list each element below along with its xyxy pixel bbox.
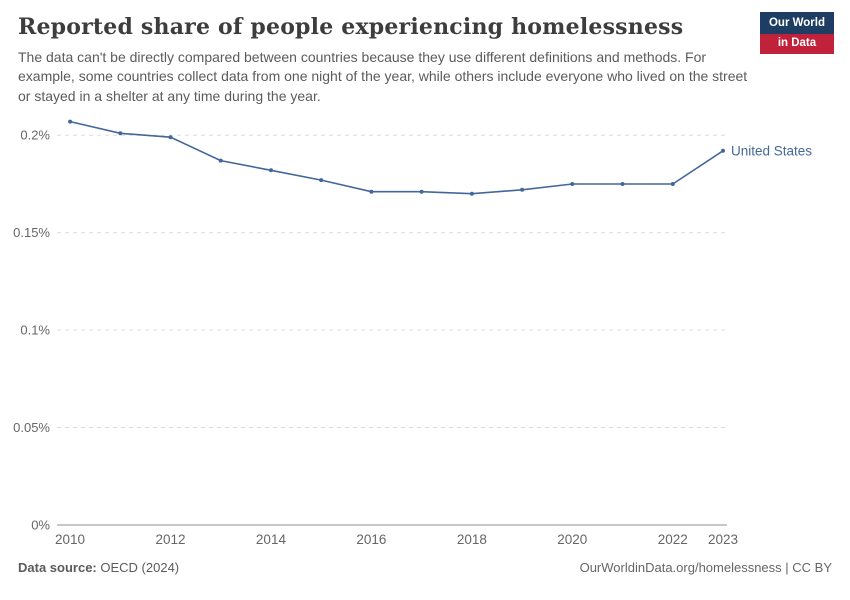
data-point[interactable] <box>218 158 223 163</box>
x-tick-label: 2018 <box>457 532 487 546</box>
data-point[interactable] <box>168 135 173 140</box>
data-point[interactable] <box>319 178 324 183</box>
data-point[interactable] <box>469 191 474 196</box>
logo-text-line2: in Data <box>759 33 834 54</box>
chart-subtitle: The data can't be directly compared betw… <box>18 49 748 104</box>
data-source: Data source: OECD (2024) <box>18 560 179 575</box>
data-point[interactable] <box>68 119 73 124</box>
x-tick-label: 2020 <box>557 532 587 546</box>
footer-link[interactable]: OurWorldinData.org/homelessness | CC BY <box>579 559 832 575</box>
data-point[interactable] <box>118 131 123 136</box>
chart-canvas: 0% 0.05% 0.1% 0.15% 0.2% 2010 2012 2014 2016 2018… <box>13 119 812 546</box>
data-point[interactable] <box>721 148 725 153</box>
chart-header: Reported share of people experiencing ho… <box>0 0 850 106</box>
series-end-label[interactable]: United States <box>731 143 812 158</box>
data-point[interactable] <box>620 181 625 186</box>
series-line[interactable] <box>69 120 724 195</box>
x-tick-label: 2014 <box>256 532 287 546</box>
x-tick-label: 2010 <box>55 532 85 546</box>
x-tick-label: 2012 <box>155 532 185 546</box>
y-tick-label: 0% <box>31 517 50 532</box>
page-title: Reported share of people experiencing ho… <box>18 14 684 40</box>
data-point[interactable] <box>419 189 424 194</box>
y-tick-label: 0.15% <box>13 225 50 240</box>
x-tick-label: 2016 <box>356 532 386 546</box>
y-tick-label: 0.1% <box>20 323 50 338</box>
owid-logo[interactable]: Our World in Data <box>759 12 834 54</box>
data-source-value: OECD (2024) <box>100 559 180 575</box>
data-point[interactable] <box>670 181 675 186</box>
data-point[interactable] <box>269 168 273 173</box>
data-point[interactable] <box>369 189 374 194</box>
y-tick-label: 0.2% <box>20 128 50 143</box>
data-source-label: Data source: <box>18 559 97 575</box>
logo-text-line1: Our World <box>759 12 834 34</box>
line-chart: 0% 0.05% 0.1% 0.15% 0.2% 2010 2012 2014 2016 2018… <box>0 106 850 546</box>
data-point[interactable] <box>520 187 525 192</box>
data-point[interactable] <box>570 181 575 186</box>
x-tick-label: 2023 <box>708 532 738 546</box>
x-tick-label: 2022 <box>658 532 688 546</box>
chart-footer: Data source: OECD (2024) OurWorldinData.… <box>0 546 850 600</box>
y-tick-label: 0.05% <box>13 420 50 435</box>
